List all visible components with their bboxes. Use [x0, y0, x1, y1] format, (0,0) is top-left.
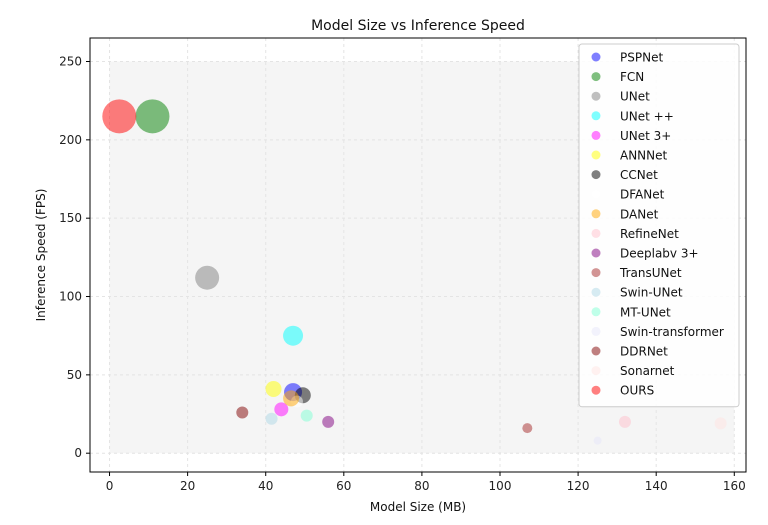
legend-marker — [591, 326, 601, 336]
legend-box — [578, 43, 740, 408]
legend-label: ANNNet — [620, 149, 668, 163]
legend-label: DDRNet — [620, 345, 668, 359]
axis-ticks: 0 20 40 60 80 100 120 140 160 0 50 100 150 200 250 — [59, 55, 746, 493]
chart-title: Model Size vs Inference Speed — [311, 18, 525, 34]
data-point — [522, 423, 533, 434]
plot-frame — [89, 37, 747, 473]
data-point — [593, 436, 602, 445]
legend-marker — [591, 268, 601, 278]
legend-label: FCN — [620, 70, 644, 84]
legend-marker — [591, 150, 601, 160]
y-tick-label: 0 — [74, 446, 82, 460]
legend-marker — [591, 366, 601, 376]
data-point — [283, 325, 304, 346]
data-point — [236, 406, 249, 419]
legend-label: Swin-transformer — [620, 325, 724, 339]
data-point — [102, 99, 137, 134]
legend-marker — [591, 228, 601, 238]
x-axis-label: Model Size (MB) — [370, 500, 466, 514]
legend-marker — [591, 385, 601, 395]
legend-marker — [591, 307, 601, 317]
y-tick-label: 250 — [59, 55, 82, 69]
legend-marker — [591, 170, 601, 180]
legend-label: TransUNet — [619, 266, 682, 280]
legend-label: PSPNet — [620, 51, 663, 65]
legend-label: MT-UNet — [620, 305, 671, 319]
y-tick-label: 200 — [59, 133, 82, 147]
x-tick-label: 80 — [414, 479, 429, 493]
y-tick-label: 100 — [59, 290, 82, 304]
legend-marker — [591, 346, 601, 356]
x-tick-label: 20 — [180, 479, 195, 493]
data-point — [714, 417, 727, 430]
data-point — [618, 415, 631, 428]
data-point — [135, 99, 170, 134]
legend-label: UNet — [620, 90, 650, 104]
x-tick-label: 120 — [567, 479, 590, 493]
legend: PSPNet FCN UNet UNet ++ UNet 3+ ANNNet CCNet DF… — [578, 43, 740, 408]
legend-label: OURS — [620, 384, 654, 398]
y-tick-label: 150 — [59, 211, 82, 225]
legend-marker — [591, 209, 601, 219]
x-tick-label: 40 — [258, 479, 273, 493]
legend-label: Deeplabv 3+ — [620, 247, 699, 261]
data-point — [300, 409, 313, 422]
legend-label: Swin-UNet — [620, 286, 683, 300]
data-point — [274, 402, 289, 417]
x-tick-label: 100 — [489, 479, 512, 493]
x-tick-label: 160 — [723, 479, 746, 493]
data-point — [322, 415, 335, 428]
x-tick-label: 0 — [106, 479, 114, 493]
legend-marker — [591, 287, 601, 297]
data-point — [283, 390, 300, 407]
legend-marker — [591, 189, 601, 199]
legend-marker — [591, 72, 601, 82]
legend-label: CCNet — [620, 168, 658, 182]
legend-marker — [591, 248, 601, 258]
x-tick-label: 60 — [336, 479, 351, 493]
legend-marker — [591, 130, 601, 140]
data-point — [195, 265, 220, 290]
data-points — [102, 99, 727, 445]
legend-label: DFANet — [620, 188, 665, 202]
x-tick-label: 140 — [645, 479, 668, 493]
legend-marker — [591, 91, 601, 101]
legend-marker — [591, 111, 601, 121]
legend-label: DANet — [620, 207, 659, 221]
legend-marker — [591, 52, 601, 62]
data-point — [265, 412, 278, 425]
y-tick-label: 50 — [67, 368, 82, 382]
data-point — [265, 380, 282, 397]
legend-label: RefineNet — [620, 227, 679, 241]
legend-label: UNet 3+ — [620, 129, 671, 143]
y-axis-label: Inference Speed (FPS) — [34, 189, 48, 322]
legend-label: Sonarnet — [620, 364, 675, 378]
legend-label: UNet ++ — [620, 109, 674, 123]
